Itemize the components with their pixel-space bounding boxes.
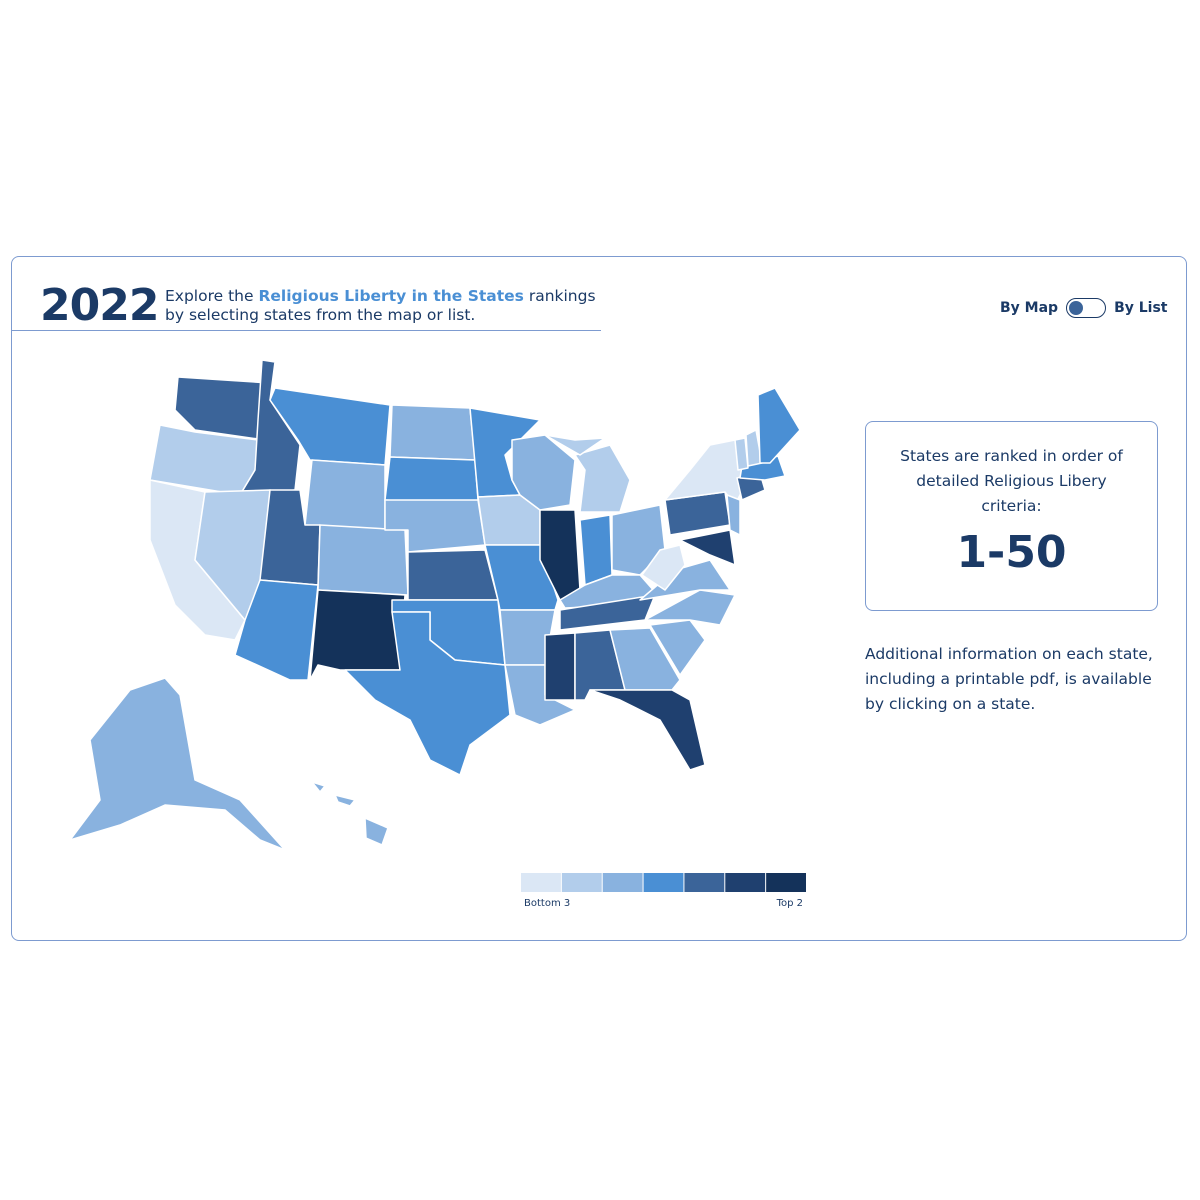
info-box: States are ranked in order of detailed R… xyxy=(865,421,1158,611)
view-toggle: By Map By List xyxy=(1000,298,1168,318)
state[interactable] xyxy=(389,404,476,461)
legend-swatch xyxy=(521,873,561,892)
state[interactable] xyxy=(664,439,746,506)
intro-text-end: rankings by selecting states from the ma… xyxy=(165,287,596,324)
state[interactable] xyxy=(644,589,736,626)
state[interactable] xyxy=(649,619,706,676)
intro-link[interactable]: Religious Liberty in the States xyxy=(258,287,524,305)
state[interactable] xyxy=(269,387,391,466)
state[interactable] xyxy=(734,437,749,471)
legend-swatch xyxy=(725,873,766,892)
state[interactable] xyxy=(317,524,409,596)
note: Additional information on each state, in… xyxy=(865,645,1153,713)
state[interactable] xyxy=(589,689,706,771)
state[interactable] xyxy=(311,781,326,793)
state[interactable] xyxy=(334,794,356,807)
year: 2022 xyxy=(40,280,159,331)
legend-swatch xyxy=(766,873,806,892)
toggle-knob xyxy=(1069,301,1084,315)
info-range: 1-50 xyxy=(956,527,1067,578)
state[interactable] xyxy=(544,434,606,456)
state[interactable] xyxy=(69,677,286,851)
state[interactable] xyxy=(726,494,741,536)
state[interactable] xyxy=(579,514,613,586)
info-text: States are ranked in order of detailed R… xyxy=(900,447,1123,515)
header-rule xyxy=(11,330,601,331)
state[interactable] xyxy=(364,817,389,846)
state[interactable] xyxy=(757,387,801,464)
state[interactable] xyxy=(511,434,576,511)
toggle-map-label[interactable]: By Map xyxy=(1000,300,1059,316)
legend-high-label: Top 2 xyxy=(776,898,803,909)
state[interactable] xyxy=(384,456,479,506)
states xyxy=(69,359,801,851)
state[interactable] xyxy=(304,459,386,531)
state[interactable] xyxy=(174,376,271,441)
intro-text-start: Explore the xyxy=(165,287,254,305)
state[interactable] xyxy=(609,627,681,691)
state[interactable] xyxy=(574,444,631,513)
state[interactable] xyxy=(679,529,736,566)
toggle-switch[interactable] xyxy=(1066,298,1107,318)
legend-swatch xyxy=(602,873,643,892)
legend-swatch xyxy=(684,873,725,892)
state[interactable] xyxy=(641,544,686,591)
legend: Bottom 3 Top 2 xyxy=(521,873,806,909)
legend-swatch xyxy=(643,873,684,892)
state[interactable] xyxy=(407,549,499,601)
panel xyxy=(11,256,1187,941)
legend-low-label: Bottom 3 xyxy=(524,898,570,909)
legend-swatch xyxy=(561,873,602,892)
state[interactable] xyxy=(344,611,511,776)
intro-text: Explore the Religious Liberty in the Sta… xyxy=(165,287,605,325)
toggle-list-label[interactable]: By List xyxy=(1114,300,1168,316)
state[interactable] xyxy=(309,589,406,681)
state[interactable] xyxy=(544,632,576,701)
